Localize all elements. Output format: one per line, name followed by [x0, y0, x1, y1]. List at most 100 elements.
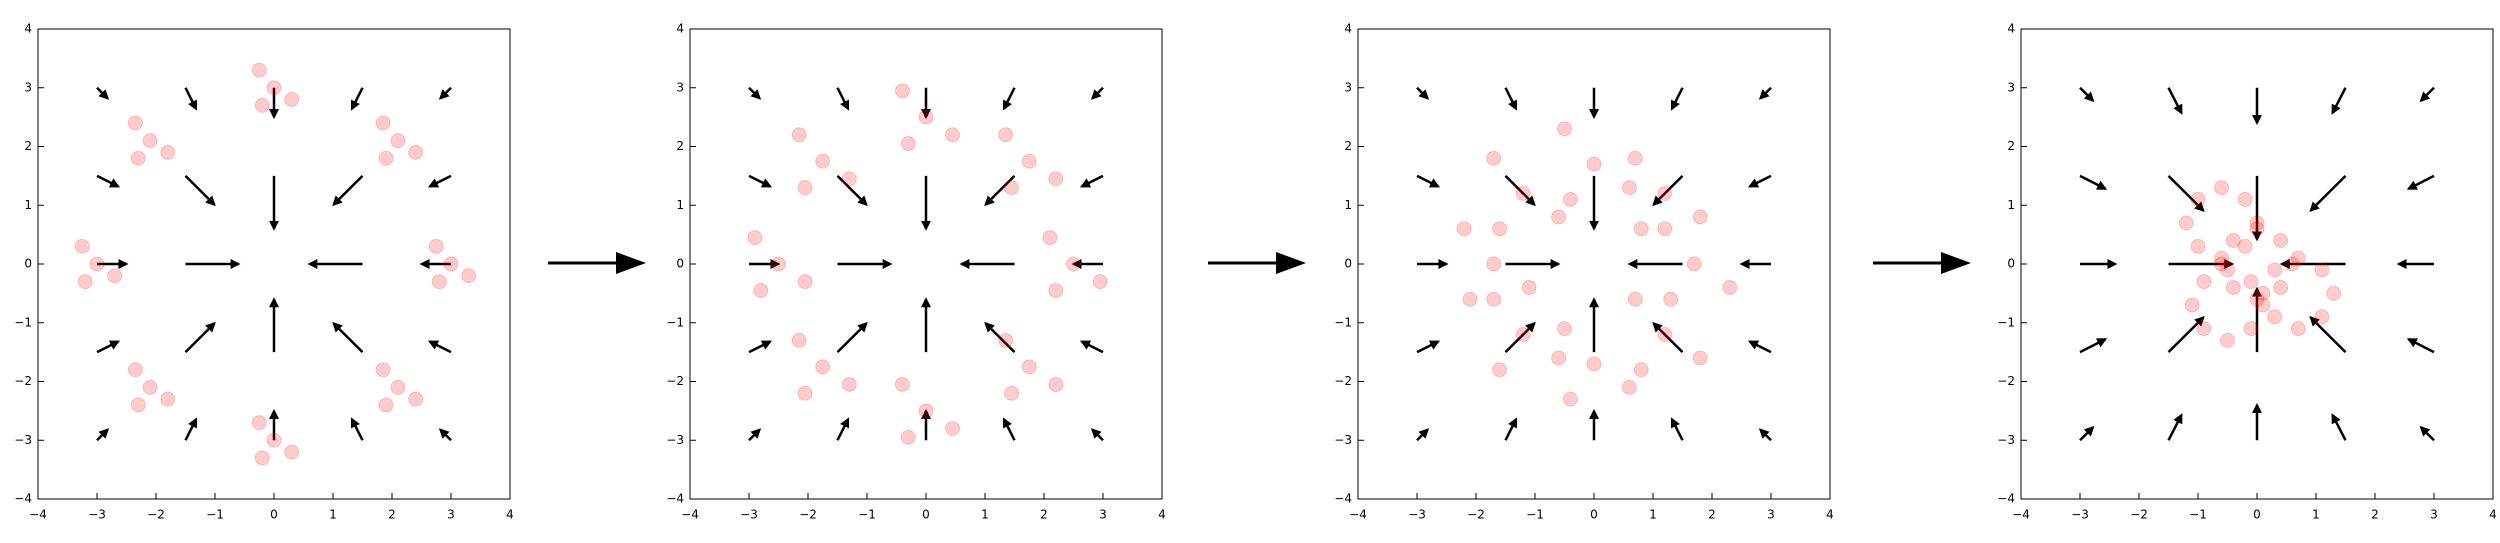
- quiver-arrow: [748, 86, 762, 100]
- scatter-point: [1657, 327, 1673, 342]
- scatter-point: [266, 432, 282, 448]
- y-tick-label: 1: [1344, 198, 1352, 212]
- y-tick-label: −2: [14, 374, 32, 388]
- scatter-point: [443, 256, 459, 272]
- x-tick-label: −2: [799, 508, 817, 522]
- scatter-point: [251, 415, 267, 431]
- scatter-point: [1492, 221, 1508, 237]
- x-tick-label: 3: [1099, 508, 1107, 522]
- x-tick-label: −1: [858, 508, 876, 522]
- y-tick-label: 1: [24, 198, 32, 212]
- y-tick-label: 3: [676, 80, 684, 94]
- scatter-point: [1657, 221, 1673, 237]
- quiver-arrow: [2079, 425, 2095, 442]
- x-tick-label: 1: [2312, 508, 2320, 522]
- x-tick-label: 3: [447, 508, 455, 522]
- quiver-arrow: [2331, 413, 2347, 441]
- quiver-arrow: [2419, 425, 2435, 442]
- scatter-point: [77, 274, 93, 290]
- scatter-point: [1048, 282, 1064, 298]
- panel: −4 −3 −2 −1 0 1 2 3 4 −4 −3 −2 −1 0 1 2 3 4: [666, 22, 1166, 522]
- panel: −4 −3 −2 −1 0 1 2 3 4 −4 −3 −2 −1 0 1 2 3 4: [1997, 22, 2497, 522]
- quiver-arrow: [427, 340, 452, 354]
- scatter-point: [1657, 186, 1673, 201]
- x-tick-label: −1: [206, 508, 224, 522]
- scatter-point: [1462, 291, 1478, 307]
- scatter-point: [390, 133, 406, 149]
- x-tick-label: −3: [740, 508, 758, 522]
- scatter-point: [251, 62, 267, 78]
- quiver-arrow: [2167, 87, 2183, 115]
- scatter-point: [130, 397, 146, 413]
- y-tick-label: −2: [1997, 374, 2015, 388]
- x-tick-label: −4: [2012, 508, 2030, 522]
- quiver-arrow: [1652, 174, 1684, 207]
- scatter-point: [841, 171, 857, 187]
- quiver-arrow: [984, 321, 1016, 354]
- scatter-point: [2220, 332, 2235, 348]
- scatter-point: [2314, 262, 2330, 278]
- quiver-arrow: [984, 174, 1016, 207]
- quiver-arrow: [1504, 417, 1518, 441]
- scatter-point: [1521, 280, 1537, 295]
- y-tick-label: −1: [14, 315, 32, 329]
- scatter-point: [1021, 359, 1037, 375]
- scatter-point: [1486, 256, 1502, 272]
- quiver-arrow: [184, 417, 198, 441]
- y-tick-label: 2: [676, 139, 684, 153]
- scatter-point: [1586, 356, 1602, 372]
- quiver-arrow: [96, 428, 110, 442]
- scatter-point: [791, 332, 807, 348]
- y-tick-label: −2: [1334, 374, 1352, 388]
- y-tick-label: −3: [1997, 433, 2015, 447]
- quiver-arrow: [2167, 413, 2183, 441]
- scatter-point: [998, 127, 1014, 143]
- scatter-point: [2267, 309, 2283, 325]
- scatter-point: [130, 150, 146, 166]
- scatter-point: [1486, 291, 1502, 307]
- scatter-point: [2214, 180, 2230, 196]
- quiver-arrow: [438, 86, 452, 100]
- scatter-point: [1633, 221, 1649, 237]
- scatter-point: [160, 391, 176, 407]
- scatter-point: [375, 362, 391, 378]
- x-tick-label: 0: [270, 508, 278, 522]
- quiver-arrow: [350, 87, 364, 111]
- panel: −4 −3 −2 −1 0 1 2 3 4 −4 −3 −2 −1 0 1 2 3 4: [14, 22, 514, 522]
- scatter-point: [2290, 250, 2306, 266]
- scatter-point: [1562, 191, 1578, 207]
- quiver-arrow: [2079, 338, 2108, 354]
- scatter-point: [1627, 150, 1643, 166]
- scatter-point: [945, 421, 961, 436]
- scatter-point: [2267, 262, 2283, 278]
- quiver-arrow: [1758, 86, 1772, 100]
- scatter-point: [461, 268, 477, 284]
- scatter-point: [1686, 256, 1702, 272]
- scatter-point: [2273, 233, 2289, 248]
- quiver-arrow: [1079, 174, 1104, 188]
- quiver-arrow: [1747, 340, 1772, 354]
- y-tick-label: 4: [1344, 22, 1352, 36]
- quiver-arrow: [96, 340, 121, 354]
- scatter-point: [771, 256, 786, 272]
- scatter-point: [2214, 256, 2230, 272]
- x-tick-label: 4: [2489, 508, 2497, 522]
- quiver-arrow: [2419, 86, 2435, 103]
- quiver-arrow: [1652, 321, 1684, 354]
- quiver-arrow: [836, 321, 868, 354]
- x-tick-label: 0: [922, 508, 930, 522]
- scatter-point: [2225, 280, 2241, 295]
- x-tick-label: −1: [2189, 508, 2207, 522]
- scatter-point: [89, 256, 105, 272]
- quiver-arrow: [1670, 87, 1684, 111]
- quiver-arrow: [2406, 174, 2435, 190]
- quiver-arrow: [184, 174, 216, 207]
- scatter-point: [142, 379, 158, 395]
- scatter-point: [127, 115, 143, 131]
- scatter-point: [1692, 209, 1708, 225]
- scatter-point: [284, 444, 300, 460]
- y-tick-label: 2: [1344, 139, 1352, 153]
- x-tick-label: −4: [29, 508, 47, 522]
- scatter-point: [894, 376, 910, 392]
- scatter-point: [2284, 256, 2300, 272]
